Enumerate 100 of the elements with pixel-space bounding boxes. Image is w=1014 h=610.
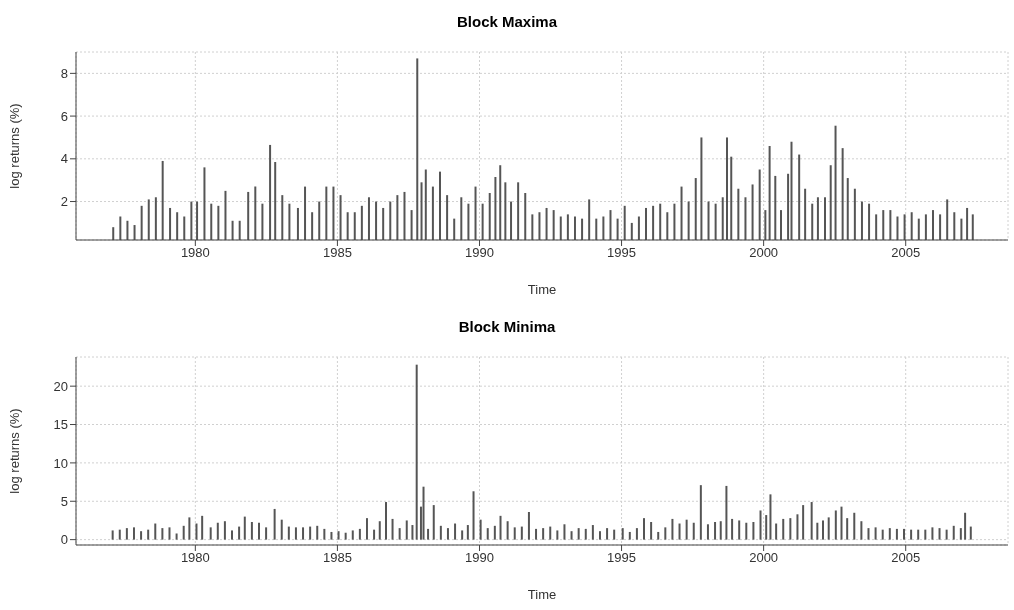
y-tick-label: 5 (60, 493, 68, 509)
bar (738, 520, 741, 540)
bar (671, 518, 674, 540)
bar (959, 528, 962, 540)
bar (273, 508, 276, 540)
x-tick-label: 1995 (607, 245, 637, 261)
bar (422, 486, 425, 540)
bar (154, 523, 157, 540)
y-tick-label: 10 (53, 455, 68, 471)
bar (834, 510, 837, 540)
bar (802, 505, 805, 540)
bar (398, 528, 401, 540)
bar (752, 521, 755, 540)
x-tick-label: 1985 (322, 550, 352, 566)
bar (479, 519, 482, 540)
bar (250, 521, 253, 540)
bar (650, 521, 653, 540)
bar (466, 525, 469, 540)
bar (542, 528, 545, 540)
bar (365, 518, 368, 540)
chart-title: Block Maxima (455, 12, 558, 32)
bar (969, 526, 972, 540)
x-tick-label: 1990 (465, 245, 494, 261)
bar (853, 512, 856, 540)
bar (706, 524, 709, 540)
y-tick-label: 6 (60, 108, 68, 124)
bar (493, 525, 496, 540)
bar (810, 502, 813, 540)
bar (840, 506, 843, 540)
bar (621, 528, 624, 540)
bar (161, 528, 164, 540)
bar (816, 522, 819, 540)
y-tick-label: 4 (60, 151, 68, 167)
y-axis-title: log returns (%) (6, 408, 22, 494)
bar (486, 528, 489, 540)
bar (309, 526, 312, 540)
y-axis-title: log returns (%) (6, 103, 22, 189)
bar (243, 516, 246, 540)
bar (591, 525, 594, 540)
bar (685, 519, 688, 540)
bar (140, 531, 143, 540)
bar (635, 528, 638, 540)
bar (903, 528, 906, 540)
bar (294, 527, 297, 540)
bar (373, 529, 376, 540)
bar (570, 531, 573, 540)
bar (323, 528, 326, 540)
bar (287, 526, 290, 540)
bar (827, 517, 830, 540)
bar (439, 525, 442, 540)
bar (188, 517, 191, 540)
x-tick-label: 1985 (322, 245, 352, 261)
bar (216, 522, 219, 540)
bar (577, 528, 580, 540)
bar (132, 527, 135, 540)
y-tick-label: 20 (53, 378, 68, 394)
bar (598, 531, 601, 540)
bar (201, 515, 204, 540)
y-tick-label: 0 (60, 532, 68, 548)
bar (628, 531, 631, 540)
bar (964, 512, 967, 540)
bar (860, 521, 863, 540)
bar (330, 531, 333, 540)
x-axis-title: Time (527, 587, 557, 602)
bar (337, 531, 340, 540)
y-tick-label: 15 (53, 417, 68, 433)
bar (378, 521, 381, 540)
bar (782, 518, 785, 540)
bar (209, 527, 212, 540)
bar (411, 525, 414, 540)
bar (822, 520, 825, 540)
bar (118, 529, 121, 540)
bar (513, 527, 516, 540)
bar (917, 529, 920, 540)
bar (796, 514, 799, 540)
bar (499, 515, 502, 540)
x-tick-label: 1980 (180, 550, 210, 566)
bar (563, 524, 566, 540)
bar (888, 528, 891, 540)
bar (759, 510, 762, 540)
bar (606, 528, 609, 540)
bar (924, 529, 927, 540)
bar (358, 528, 361, 540)
bar (613, 529, 616, 540)
bar (745, 522, 748, 540)
bar (432, 505, 435, 540)
y-tick-label: 8 (60, 65, 68, 81)
bar (351, 530, 354, 540)
bar (699, 485, 702, 540)
bar (910, 529, 913, 540)
bar (719, 521, 722, 540)
bar (678, 523, 681, 540)
bar (714, 521, 717, 540)
bar (454, 523, 457, 540)
bar (692, 522, 695, 540)
x-tick-label: 1990 (465, 550, 494, 566)
bar (657, 531, 660, 540)
bar (549, 526, 552, 540)
bar (535, 528, 538, 540)
x-tick-label: 2000 (749, 550, 779, 566)
